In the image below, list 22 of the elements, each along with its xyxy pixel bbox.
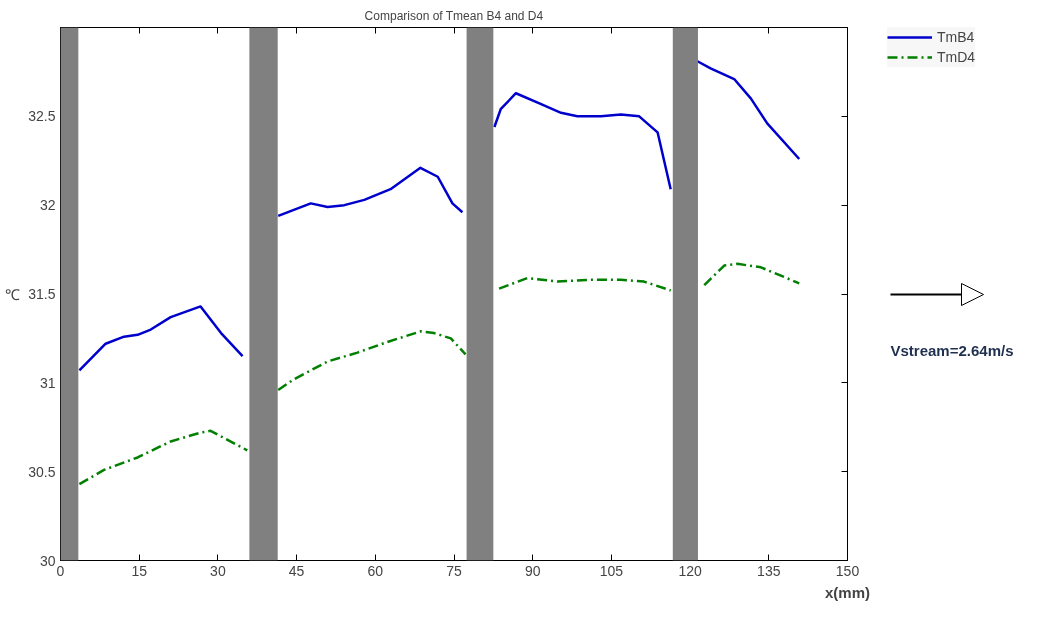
x-tick-label: 150 — [835, 562, 860, 579]
x-tick-label: 135 — [757, 562, 781, 579]
text: Vstream=2.64m/s — [890, 342, 1014, 359]
y-tick-label: 31 — [39, 374, 56, 391]
y-tick-label: 32.5 — [28, 108, 56, 125]
y-tick-label: 30.5 — [28, 463, 56, 480]
y-tick-label: 31.5 — [28, 286, 56, 302]
x-tick-label: 75 — [446, 562, 462, 579]
x-tick-label: 15 — [131, 562, 148, 579]
x-tick-label: 0 — [56, 562, 65, 579]
x-tick-label: 45 — [288, 562, 305, 579]
legend-label: TmD4 — [937, 49, 976, 65]
x-tick-label: 30 — [210, 562, 226, 579]
x-tick-label: 60 — [367, 562, 384, 579]
x-tick-label: 120 — [678, 562, 702, 579]
chart-title: Comparison of Tmean B4 and D4 — [364, 8, 544, 23]
y-tick-label: 32 — [39, 197, 56, 214]
y-axis-title: ℃ — [5, 285, 21, 303]
x-axis-title: x(mm) — [825, 583, 871, 601]
legend-label: TmB4 — [937, 29, 975, 45]
x-tick-label: 105 — [599, 562, 624, 579]
x-tick-label: 90 — [524, 562, 541, 579]
